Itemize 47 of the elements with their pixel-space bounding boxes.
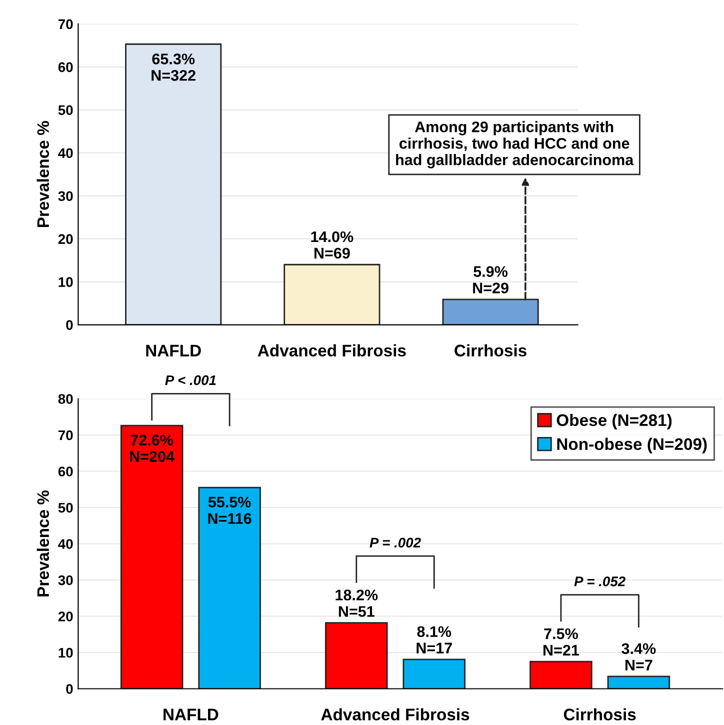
y-tick-label: 20 — [58, 612, 73, 622]
y-tick-label: 30 — [58, 191, 73, 202]
x-tick-label: Cirrhosis — [454, 344, 526, 356]
bar — [284, 264, 380, 325]
text: P < .001 — [165, 375, 216, 386]
bar — [530, 660, 592, 689]
y-tick-label: 0 — [66, 320, 73, 330]
data-label: 18.2% N=51 — [336, 590, 378, 617]
y-tick-label: 60 — [58, 62, 73, 72]
x-tick-label: NAFLD — [164, 708, 218, 720]
y-tick-label: 20 — [58, 234, 73, 244]
annotation: P = .052 — [574, 576, 626, 586]
annotation: Among 29 participants with cirrhosis, two had HCC and one had gallbladder adenocarcinoma — [396, 121, 634, 168]
y-axis-title: Prevalence % — [36, 490, 50, 596]
y-tick-label: 0 — [66, 684, 73, 694]
y-tick-label: 10 — [58, 277, 73, 287]
legend-label: Non-obese (N=209) — [557, 438, 707, 454]
x-tick-label: Advanced Fibrosis — [258, 344, 406, 356]
y-tick-label: 70 — [58, 19, 73, 30]
y-axis-title: Prevalence % — [36, 121, 50, 227]
data-label: 3.4% N=7 — [622, 643, 656, 670]
y-tick-label: 60 — [58, 466, 73, 476]
bar — [607, 676, 670, 689]
data-label: 5.9% N=29 — [473, 266, 508, 294]
data-label: 8.1% N=17 — [416, 626, 452, 654]
y-tick-label: 50 — [58, 502, 73, 513]
data-label: 55.5% N=116 — [208, 496, 252, 524]
bar — [120, 424, 184, 689]
y-tick-label: 70 — [58, 430, 73, 440]
x-tick-label: Cirrhosis — [564, 708, 636, 720]
data-label: 72.6% N=204 — [130, 434, 174, 462]
y-tick-label: 80 — [58, 394, 73, 404]
data-label: 14.0% N=69 — [311, 231, 354, 259]
bar — [325, 622, 388, 689]
y-tick-label: 50 — [58, 105, 73, 116]
bar — [198, 486, 261, 689]
annotation: P = .002 — [370, 538, 421, 548]
y-tick-label: 40 — [58, 148, 73, 158]
y-tick-label: 10 — [58, 648, 73, 658]
y-tick-label: 30 — [58, 575, 73, 586]
legend-label: Obese (N=281) — [556, 414, 672, 430]
x-tick-label: NAFLD — [146, 344, 201, 356]
x-tick-label: Advanced Fibrosis — [321, 708, 470, 720]
data-label: 7.5% N=21 — [544, 628, 579, 656]
y-tick-label: 40 — [58, 539, 73, 549]
data-label: 65.3% N=322 — [152, 54, 196, 81]
bar — [402, 658, 466, 689]
